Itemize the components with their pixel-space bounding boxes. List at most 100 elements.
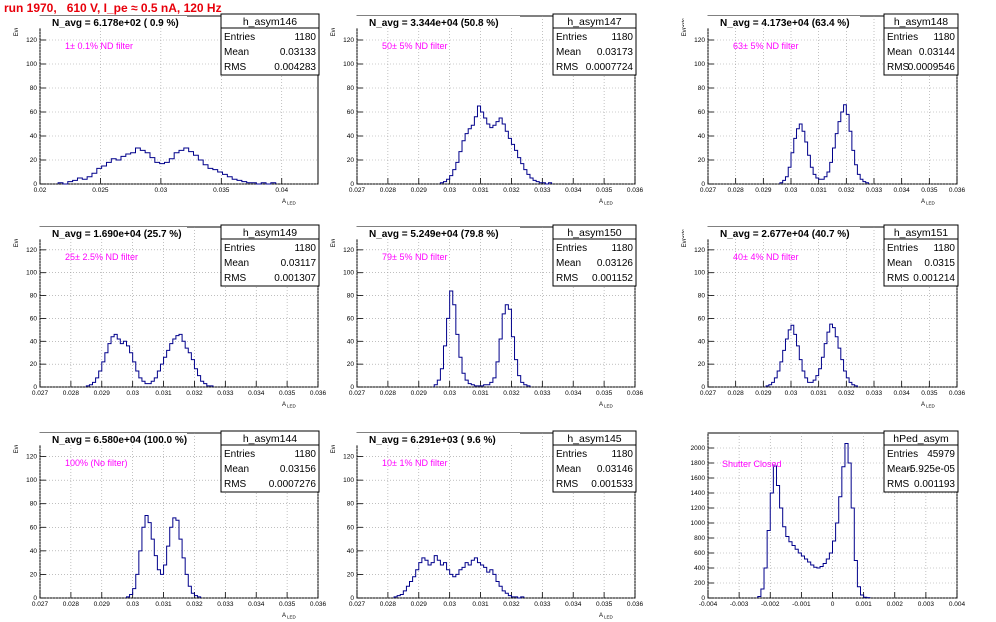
x-tick-label: 0.031 xyxy=(811,187,828,194)
headline-label: N_avg = 6.178e+02 ( 0.9 %) xyxy=(52,18,179,29)
x-tick-label: 0.033 xyxy=(534,601,551,608)
y-tick-label: 80 xyxy=(347,501,355,508)
stats-row-label: Mean xyxy=(224,258,249,269)
histogram-series xyxy=(757,443,871,599)
page-title: run 1970, 610 V, I_pe ≈ 0.5 nA, 120 Hz xyxy=(4,1,222,15)
x-tick-label: 0.033 xyxy=(534,390,551,397)
stats-row-label: Mean xyxy=(887,258,912,269)
stats-row-label: RMS xyxy=(556,62,579,73)
x-tick-label: 0.036 xyxy=(310,390,327,397)
x-tick-label: 0.036 xyxy=(949,187,966,194)
stats-row-value: 1180 xyxy=(611,243,633,254)
stats-row-value: 1180 xyxy=(294,243,316,254)
x-tick-label: 0.027 xyxy=(349,601,366,608)
x-tick-label: 0.028 xyxy=(380,390,397,397)
stats-title: h_asym149 xyxy=(243,227,297,239)
x-tick-label: -0.004 xyxy=(699,601,718,608)
pad-h_asym145: 0.027 0.028 0.029 0.03 0.031 0.032 0.033 0.034 0… xyxy=(324,430,644,620)
stats-row-label: RMS xyxy=(556,273,579,284)
stats-row-value: 1180 xyxy=(933,243,955,254)
stats-row-value: 0.0007276 xyxy=(269,479,317,490)
x-tick-label: 0.03 xyxy=(126,390,139,397)
headline-box xyxy=(6,433,187,445)
headline-box xyxy=(324,16,520,28)
filter-annotation: Shutter Closed xyxy=(722,459,782,469)
stats-row-label: Mean xyxy=(887,47,912,58)
x-tick-label: -0.003 xyxy=(730,601,749,608)
x-tick-label: 0.027 xyxy=(700,187,717,194)
pad-h_asym146: 0.020.0250.030.0350.04020406080100120Eve… xyxy=(6,13,320,206)
y-tick-label: 0 xyxy=(701,595,705,602)
x-tick-label: 0.034 xyxy=(565,390,582,397)
stats-title: h_asym148 xyxy=(894,16,948,28)
x-tick-label: 0.027 xyxy=(349,390,366,397)
stats-row-label: Entries xyxy=(556,32,587,43)
stats-row-value: 0.03117 xyxy=(281,258,317,269)
x-tick-label: 0.036 xyxy=(627,390,644,397)
pad-h_asym149: 0.027 0.028 0.029 0.03 0.031 0.032 0.033 0.034 0… xyxy=(6,224,327,409)
x-tick-label: 0.032 xyxy=(503,601,520,608)
filter-annotation: 40± 4% ND filter xyxy=(733,252,798,262)
histogram-series xyxy=(765,323,858,387)
stats-row-value: 1180 xyxy=(611,32,633,43)
filter-annotation: 50± 5% ND filter xyxy=(382,41,447,51)
x-tick-label: 0.029 xyxy=(411,187,428,194)
x-tick-label: 0.036 xyxy=(949,390,966,397)
y-tick-label: 200 xyxy=(694,580,705,587)
y-tick-label: 40 xyxy=(30,548,38,555)
headline-box xyxy=(324,433,520,445)
x-tick-label: 0.029 xyxy=(755,390,772,397)
y-tick-label: 80 xyxy=(347,85,355,92)
stats-row-label: RMS xyxy=(887,273,910,284)
stats-row-label: RMS xyxy=(887,479,910,490)
stats-row-label: Mean xyxy=(224,47,249,58)
x-tick-label: 0.034 xyxy=(248,390,265,397)
headline-box xyxy=(324,227,520,239)
y-tick-label: 400 xyxy=(694,565,705,572)
x-tick-label: 0.035 xyxy=(921,187,938,194)
stats-row-label: Mean xyxy=(556,464,581,475)
x-tick-label: 0.034 xyxy=(565,601,582,608)
headline-label: N_avg = 6.580e+04 (100.0 %) xyxy=(52,435,187,446)
x-tick-label: 0.032 xyxy=(186,601,203,608)
y-tick-label: 80 xyxy=(698,293,706,300)
stats-box xyxy=(552,224,637,287)
stats-row-value: 0.0007724 xyxy=(586,62,634,73)
x-tick-label: 0.029 xyxy=(411,601,428,608)
y-tick-label: 120 xyxy=(343,247,354,254)
stats-title: h_asym151 xyxy=(894,227,948,239)
stats-title: h_asym146 xyxy=(243,16,297,28)
stats-row-label: Mean xyxy=(556,47,581,58)
y-tick-label: 20 xyxy=(347,571,355,578)
headline-box xyxy=(684,16,860,28)
x-tick-label: 0.027 xyxy=(700,390,717,397)
y-tick-label: 100 xyxy=(343,270,354,277)
y-tick-label: 40 xyxy=(698,338,706,345)
pad-h_asym148: 0.027 0.028 0.029 0.03 0.031 0.032 0.033 0.034 0… xyxy=(682,13,966,206)
pad-h_asym144: 0.027 0.028 0.029 0.03 0.031 0.032 0.033 0.034 0… xyxy=(6,430,327,620)
stats-box xyxy=(552,430,637,493)
stats-row-label: Mean xyxy=(887,464,912,475)
y-tick-label: 1800 xyxy=(691,460,706,467)
y-tick-label: 20 xyxy=(30,571,38,578)
y-tick-label: 1600 xyxy=(691,475,706,482)
y-tick-label: 40 xyxy=(30,338,38,345)
y-tick-label: 0 xyxy=(701,181,705,188)
y-tick-label: 60 xyxy=(698,109,706,116)
x-tick-label: 0.034 xyxy=(565,187,582,194)
y-tick-label: 20 xyxy=(30,361,38,368)
histogram-series xyxy=(439,105,553,185)
stats-title: h_asym150 xyxy=(567,227,621,239)
y-tick-label: 40 xyxy=(347,133,355,140)
stats-row-value: 0.03144 xyxy=(919,47,956,58)
stats-title: h_asym147 xyxy=(567,16,621,28)
y-tick-label: 120 xyxy=(343,37,354,44)
filter-annotation: 63± 5% ND filter xyxy=(733,41,798,51)
histogram-series xyxy=(125,515,202,598)
pad-h_asym151: 0.027 0.028 0.029 0.03 0.031 0.032 0.033 0.034 0… xyxy=(682,224,966,409)
x-tick-label: 0.032 xyxy=(838,187,855,194)
y-tick-label: 20 xyxy=(698,157,706,164)
stats-row-value: 1180 xyxy=(294,449,316,460)
histogram-series xyxy=(393,555,525,599)
